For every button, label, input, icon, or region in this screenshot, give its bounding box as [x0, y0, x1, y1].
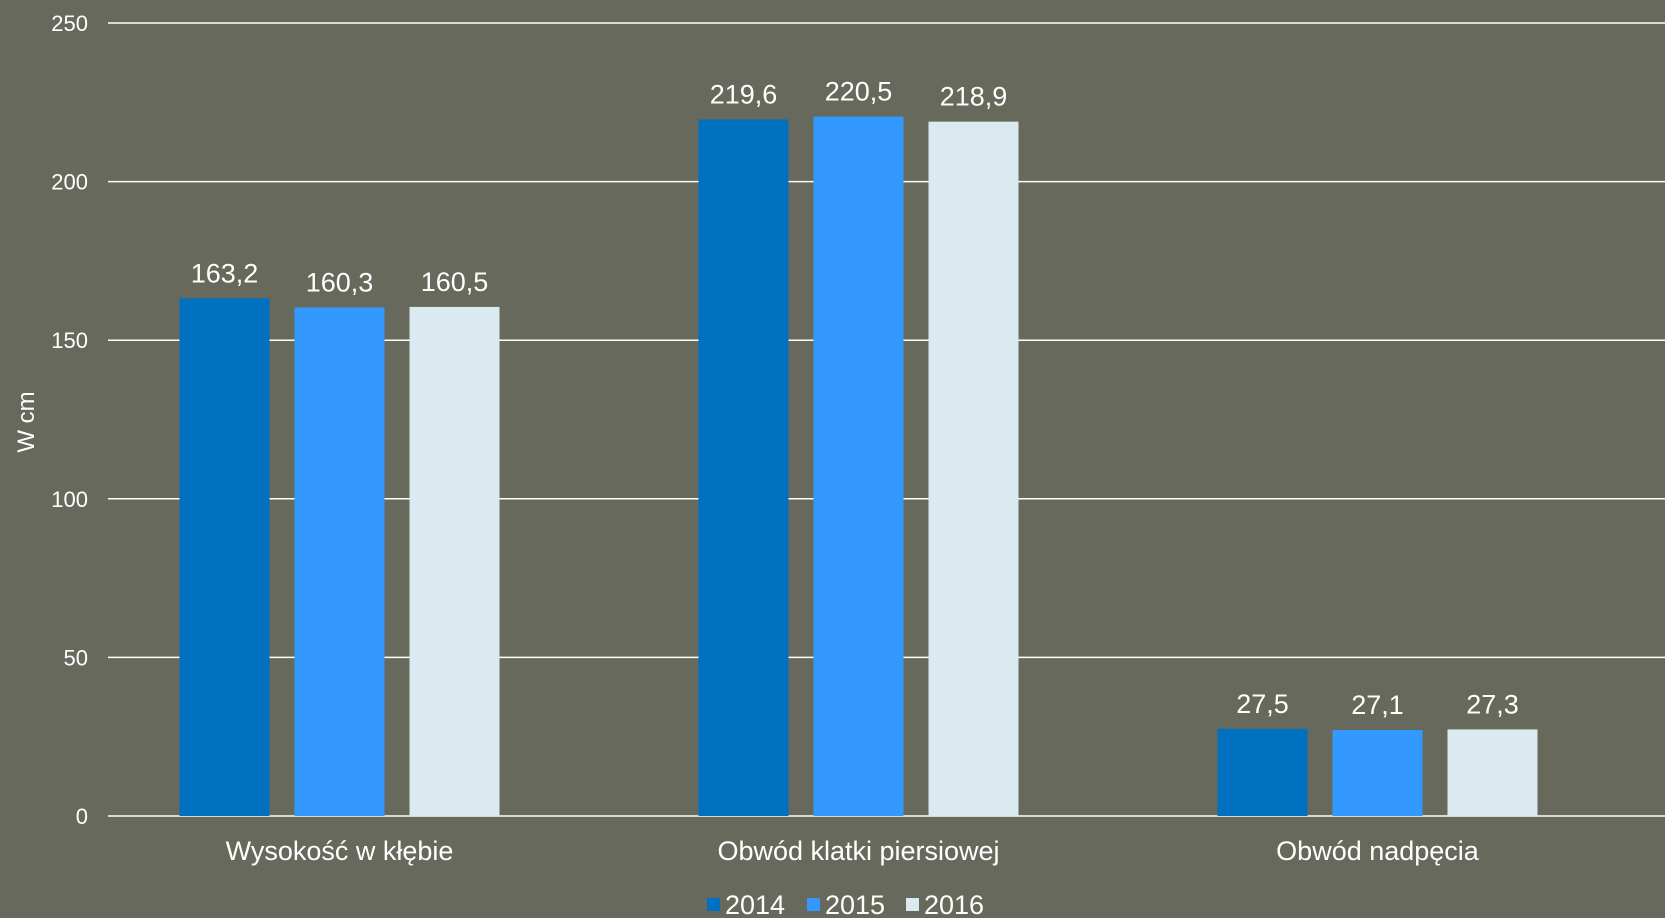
bar-2014-1 [698, 119, 789, 816]
bar-2014-2 [1217, 728, 1308, 816]
legend: 2014 2015 2016 [707, 890, 984, 918]
category-label: Wysokość w kłębie [226, 836, 454, 866]
y-tick-label: 50 [64, 645, 88, 670]
bars [179, 116, 1538, 817]
y-tick-label: 100 [51, 487, 88, 512]
y-tick-label: 0 [76, 804, 88, 829]
data-label: 220,5 [825, 77, 893, 107]
bar-2014-0 [179, 298, 270, 816]
bar-2015-2 [1332, 730, 1423, 816]
legend-label: 2015 [825, 890, 885, 918]
legend-swatch-2015 [807, 898, 820, 911]
legend-label: 2014 [725, 890, 785, 918]
y-tick-label: 250 [51, 11, 88, 36]
legend-swatch-2014 [707, 898, 720, 911]
legend-label: 2016 [924, 890, 984, 918]
data-label: 219,6 [710, 79, 778, 109]
y-tick-label: 150 [51, 328, 88, 353]
bar-2016-2 [1447, 729, 1538, 816]
y-axis-ticks: 0 50 100 150 200 250 [51, 11, 88, 829]
bar-2016-1 [928, 121, 1019, 817]
data-labels: 163,2 160,3 160,5 219,6 220,5 218,9 27,5 27,1 27… [191, 77, 1519, 720]
category-label: Obwód klatki piersiowej [717, 836, 999, 866]
bar-2016-0 [409, 306, 500, 816]
category-label: Obwód nadpęcia [1276, 836, 1480, 866]
data-label: 218,9 [940, 82, 1008, 112]
y-axis-title: W cm [13, 391, 40, 452]
data-label: 27,3 [1466, 689, 1519, 719]
y-tick-label: 200 [51, 170, 88, 195]
data-label: 160,3 [306, 268, 374, 298]
data-label: 27,1 [1351, 690, 1404, 720]
data-label: 160,5 [421, 267, 489, 297]
data-label: 27,5 [1236, 689, 1289, 719]
data-label: 163,2 [191, 258, 259, 288]
bar-2015-0 [294, 307, 385, 816]
bar-2015-1 [813, 116, 904, 817]
x-axis-category-labels: Wysokość w kłębie Obwód klatki piersiowej… [226, 836, 1480, 866]
legend-swatch-2016 [906, 898, 919, 911]
